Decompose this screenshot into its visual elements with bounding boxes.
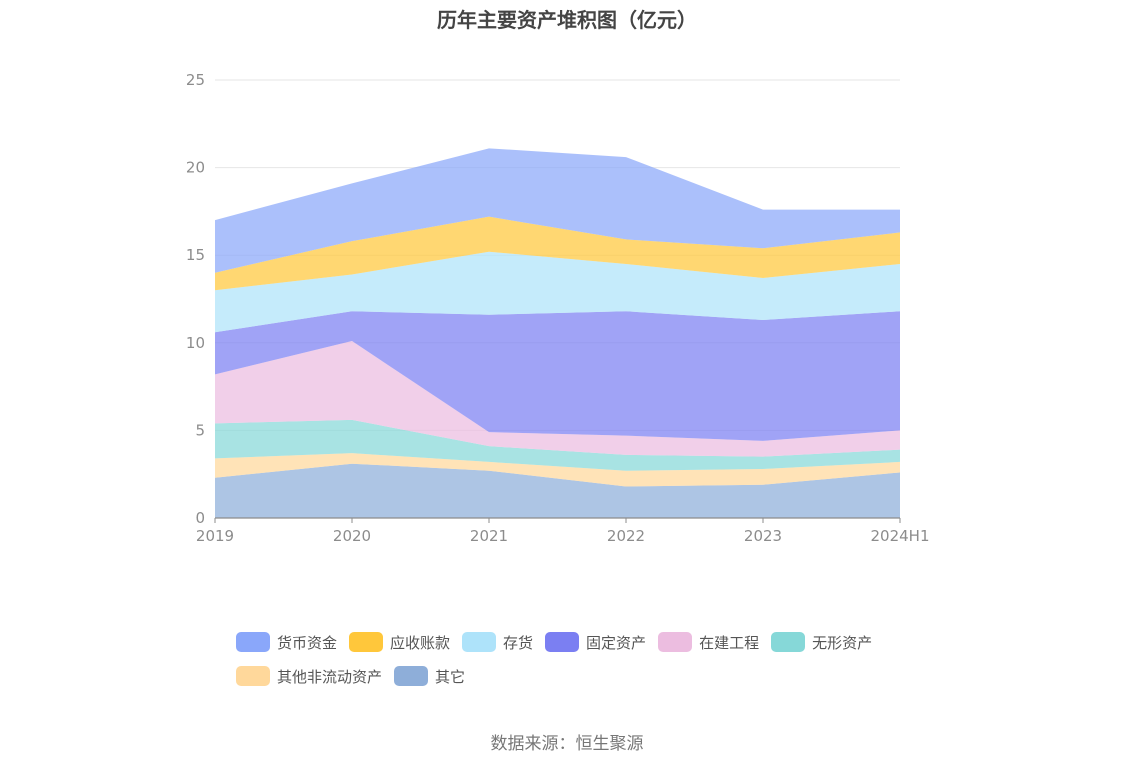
legend-item[interactable]: 固定资产 (545, 630, 646, 654)
legend-swatch (462, 632, 497, 652)
legend-label: 在建工程 (699, 633, 760, 652)
legend-item[interactable]: 其它 (394, 664, 465, 688)
area-0 (215, 463, 900, 518)
area-2 (215, 419, 900, 471)
legend-row: 货币资金 应收账款 存货 固定资产 在建工程 无形资产其他非流动资产 其它 (236, 630, 916, 698)
legend-item[interactable]: 其他非流动资产 (236, 664, 382, 688)
legend-swatch (771, 632, 806, 652)
legend-swatch (658, 632, 693, 652)
x-tick-label: 2019 (196, 527, 234, 545)
axes: 0 5 10 15 20 25 2019 2020 2021 2022 2023 2024H1 (186, 71, 930, 545)
legend-label: 货币资金 (277, 633, 338, 652)
legend-item[interactable]: 无形资产 (771, 630, 872, 654)
legend-item[interactable]: 存货 (462, 630, 533, 654)
legend-swatch (236, 632, 270, 652)
chart-title: 历年主要资产堆积图（亿元） (437, 8, 697, 32)
legend-label: 无形资产 (812, 633, 873, 652)
y-tick-label: 15 (186, 246, 205, 264)
legend-label: 存货 (503, 633, 534, 652)
x-tick-label: 2022 (607, 527, 645, 545)
area-7 (215, 148, 900, 273)
area-series-group (215, 148, 900, 518)
y-tick-label: 20 (186, 159, 205, 177)
legend-label: 其它 (435, 667, 466, 686)
source-note: 数据来源：恒生聚源 (490, 734, 644, 754)
legend-swatch (236, 666, 270, 686)
y-tick-label: 25 (186, 71, 205, 89)
y-tick-label: 5 (195, 421, 205, 439)
area-6 (215, 216, 900, 291)
legend-item[interactable]: 货币资金 (236, 630, 337, 654)
y-tick-label: 0 (195, 509, 205, 527)
y-tick-label: 10 (186, 334, 205, 352)
x-tick-label: 2021 (470, 527, 508, 545)
x-tick-label: 2023 (744, 527, 782, 545)
legend-swatch (349, 632, 384, 652)
x-tick-label: 2024H1 (871, 527, 930, 545)
legend-label: 应收账款 (390, 633, 451, 652)
legend-swatch (545, 632, 580, 652)
x-tick-label: 2020 (333, 527, 371, 545)
legend-label: 其他非流动资产 (277, 667, 383, 686)
area-5 (215, 251, 900, 333)
legend: 货币资金 应收账款 存货 固定资产 在建工程 无形资产其他非流动资产 其它 (236, 630, 916, 698)
legend-item[interactable]: 应收账款 (349, 630, 450, 654)
legend-label: 固定资产 (586, 633, 647, 652)
area-4 (215, 311, 900, 441)
area-1 (215, 453, 900, 487)
legend-swatch (394, 666, 429, 686)
legend-item[interactable]: 在建工程 (658, 630, 759, 654)
area-3 (215, 341, 900, 457)
